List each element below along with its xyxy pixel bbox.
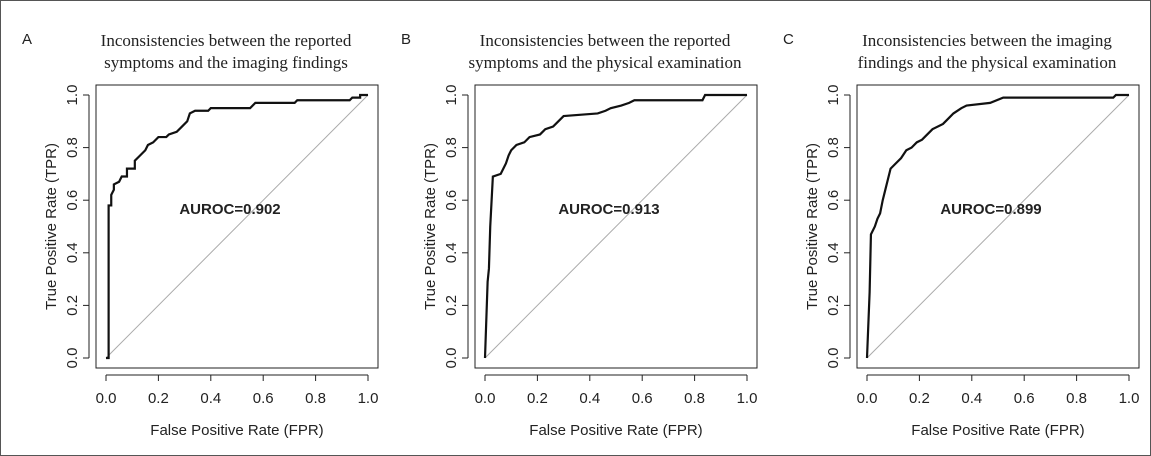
y-tick-label: 1.0: [825, 85, 842, 106]
x-tick-label: 0.8: [1066, 390, 1087, 407]
y-tick-label: 0.2: [825, 295, 842, 316]
y-tick-label: 0.0: [443, 348, 460, 369]
chart-title: Inconsistencies between the reported: [480, 31, 731, 50]
x-tick-label: 0.2: [909, 390, 930, 407]
x-tick-label: 0.6: [253, 390, 274, 407]
y-tick-label: 0.0: [64, 348, 81, 369]
y-tick-label: 1.0: [443, 85, 460, 106]
x-tick-label: 0.4: [579, 390, 600, 407]
panel-label: C: [783, 31, 794, 48]
chart-title: findings and the physical examination: [858, 53, 1117, 72]
y-tick-label: 0.4: [825, 242, 842, 263]
reference-line: [484, 94, 748, 359]
x-tick-label: 0.4: [200, 390, 221, 407]
y-axis-label: True Positive Rate (TPR): [43, 143, 60, 310]
x-tick-label: 0.0: [475, 390, 496, 407]
y-tick-label: 0.2: [64, 295, 81, 316]
x-tick-label: 0.8: [305, 390, 326, 407]
x-tick-label: 0.8: [684, 390, 705, 407]
auroc-annotation: AUROC=0.913: [558, 201, 659, 218]
x-tick-label: 1.0: [1119, 390, 1140, 407]
y-tick-label: 0.6: [64, 190, 81, 211]
x-tick-label: 0.0: [857, 390, 878, 407]
y-tick-label: 0.8: [825, 137, 842, 158]
plot-box: [856, 84, 1140, 369]
x-tick-label: 0.2: [148, 390, 169, 407]
y-tick-label: 0.6: [443, 190, 460, 211]
panel-label: B: [401, 31, 411, 48]
y-tick-label: 1.0: [64, 85, 81, 106]
reference-line: [105, 94, 369, 359]
x-axis-label: False Positive Rate (FPR): [150, 422, 323, 439]
x-tick-label: 0.4: [961, 390, 982, 407]
chart-title: symptoms and the imaging findings: [104, 53, 348, 72]
y-tick-label: 0.4: [443, 242, 460, 263]
plot-box: [474, 84, 758, 369]
auroc-annotation: AUROC=0.902: [179, 201, 280, 218]
x-axis-label: False Positive Rate (FPR): [911, 422, 1084, 439]
y-tick-label: 0.0: [825, 348, 842, 369]
y-axis-label: True Positive Rate (TPR): [804, 143, 821, 310]
y-tick-label: 0.6: [825, 190, 842, 211]
roc-curve: [106, 93, 368, 360]
y-tick-label: 0.8: [443, 137, 460, 158]
y-axis-label: True Positive Rate (TPR): [422, 143, 439, 310]
roc-curve: [865, 93, 1129, 359]
plot-box: [95, 84, 379, 369]
x-tick-label: 1.0: [358, 390, 379, 407]
panel-label: A: [22, 31, 32, 48]
y-tick-label: 0.2: [443, 295, 460, 316]
chart-title: symptoms and the physical examination: [469, 53, 742, 72]
x-tick-label: 1.0: [737, 390, 758, 407]
x-tick-label: 0.2: [527, 390, 548, 407]
x-tick-label: 0.0: [96, 390, 117, 407]
chart-title: Inconsistencies between the imaging: [862, 31, 1112, 50]
x-tick-label: 0.6: [632, 390, 653, 407]
chart-title: Inconsistencies between the reported: [101, 31, 352, 50]
y-tick-label: 0.8: [64, 137, 81, 158]
roc-curve: [483, 93, 747, 359]
auroc-annotation: AUROC=0.899: [940, 201, 1041, 218]
x-tick-label: 0.6: [1014, 390, 1035, 407]
reference-line: [866, 94, 1130, 359]
x-axis-label: False Positive Rate (FPR): [529, 422, 702, 439]
y-tick-label: 0.4: [64, 242, 81, 263]
